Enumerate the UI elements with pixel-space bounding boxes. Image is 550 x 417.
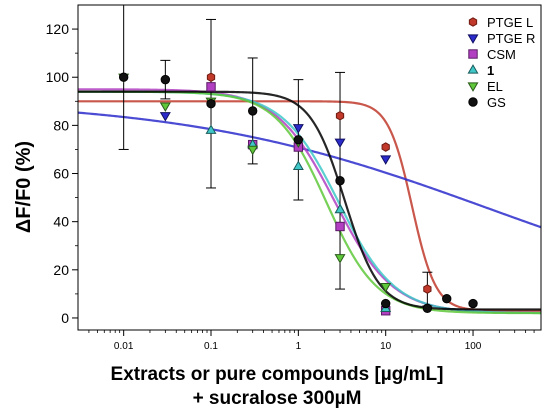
data-point-5-7	[422, 303, 433, 314]
x-axis-label-line2: + sucralose 300µM	[193, 388, 362, 409]
data-point-1-2	[334, 138, 346, 149]
legend-marker-3	[467, 64, 479, 74]
x-tick-label: 100	[465, 341, 482, 352]
data-point-5-5	[335, 176, 345, 186]
plot-area	[78, 4, 541, 316]
x-tick-label: 1	[296, 341, 302, 352]
x-axis-label-line1: Extracts or pure compounds [µg/mL]	[111, 364, 444, 385]
data-point-4-3	[247, 145, 259, 156]
legend-label-5: GS	[487, 95, 506, 110]
data-point-5-3	[247, 106, 258, 116]
data-point-5-1	[160, 74, 171, 85]
y-tick-label: 0	[61, 310, 69, 326]
x-tick-label: 10	[380, 341, 392, 352]
legend-label-3: 1	[487, 63, 494, 78]
data-markers	[118, 72, 478, 316]
x-tick-label: 0.01	[114, 341, 134, 352]
y-tick-label: 80	[53, 117, 69, 133]
data-point-4-6	[380, 283, 392, 293]
data-point-1-1	[292, 124, 304, 134]
legend-marker-1	[467, 34, 479, 44]
data-point-0-3	[381, 142, 390, 152]
data-point-5-0	[118, 72, 129, 82]
axes: 0.01 0.1 1 10 100 0 20 40 60 80 100 120	[46, 4, 542, 352]
data-point-5-4	[293, 135, 304, 145]
data-point-1-0	[159, 112, 171, 122]
legend-label-0: PTGE L	[487, 15, 533, 30]
data-point-1-3	[380, 155, 392, 165]
data-point-2-3	[335, 221, 345, 232]
y-tick-label: 100	[46, 69, 70, 85]
legend-marker-2	[468, 49, 478, 59]
legend-marker-5	[468, 97, 478, 107]
y-tick-label: 120	[46, 21, 70, 37]
plot-frame	[77, 4, 542, 331]
data-point-5-6	[380, 298, 391, 309]
y-tick-label: 60	[53, 166, 69, 182]
data-point-0-4	[423, 284, 432, 294]
fit-curve-2	[78, 88, 541, 315]
data-point-3-0	[205, 124, 217, 134]
data-point-3-3	[334, 203, 346, 214]
y-axis-label: ΔF/F0 (%)	[13, 141, 35, 233]
data-point-5-8	[442, 294, 452, 304]
legend-marker-4	[467, 82, 479, 92]
legend-label-2: CSM	[487, 47, 516, 62]
data-point-2-0	[206, 82, 216, 92]
data-point-3-2	[292, 160, 304, 170]
y-tick-label: 40	[53, 214, 69, 230]
data-point-0-0	[206, 72, 216, 82]
legend-label-4: EL	[487, 79, 503, 94]
data-point-4-1	[159, 102, 171, 112]
y-tick-label: 20	[53, 262, 69, 278]
x-tick-label: 0.1	[204, 341, 218, 352]
fit-curve-0	[78, 100, 541, 312]
data-point-0-2	[335, 110, 345, 121]
fit-curve-5	[78, 90, 541, 311]
data-point-5-9	[468, 298, 478, 309]
data-point-5-2	[206, 99, 216, 109]
legend-label-1: PTGE R	[487, 31, 535, 46]
fit-curves	[78, 88, 541, 315]
legend-marker-0	[468, 17, 478, 27]
data-point-4-5	[334, 254, 346, 264]
fit-curve-1	[78, 111, 541, 229]
